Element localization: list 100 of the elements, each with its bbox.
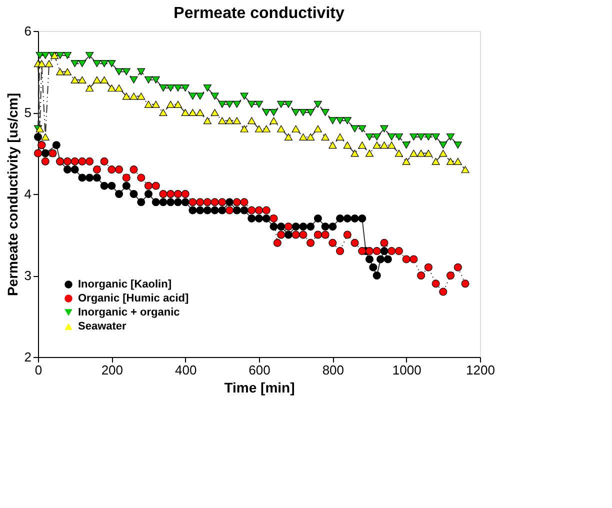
point bbox=[70, 60, 79, 68]
point bbox=[277, 100, 286, 108]
point bbox=[306, 222, 315, 231]
point bbox=[439, 142, 448, 149]
point bbox=[41, 52, 50, 59]
point bbox=[299, 222, 308, 231]
point bbox=[78, 174, 86, 182]
point bbox=[314, 100, 322, 108]
point bbox=[446, 133, 455, 140]
point bbox=[210, 206, 219, 214]
x-tick-label: 400 bbox=[174, 362, 197, 378]
point bbox=[56, 52, 64, 59]
point bbox=[388, 133, 396, 140]
legend-label: Inorganic [Kaolin] bbox=[78, 278, 172, 290]
point bbox=[380, 125, 388, 132]
point bbox=[137, 198, 146, 206]
point bbox=[454, 142, 462, 149]
point bbox=[181, 84, 190, 92]
point bbox=[218, 206, 226, 214]
point bbox=[218, 100, 226, 108]
point bbox=[365, 133, 374, 140]
point bbox=[203, 206, 212, 214]
point bbox=[86, 52, 94, 59]
point bbox=[152, 76, 160, 84]
point bbox=[70, 166, 79, 174]
point bbox=[240, 206, 248, 214]
x-tick-label: 800 bbox=[322, 362, 344, 378]
point bbox=[254, 214, 264, 222]
point bbox=[174, 198, 182, 206]
point bbox=[144, 76, 153, 84]
point bbox=[254, 100, 264, 108]
point bbox=[424, 133, 432, 140]
point bbox=[41, 149, 50, 158]
point bbox=[108, 182, 116, 190]
point bbox=[343, 214, 352, 222]
point bbox=[358, 214, 366, 222]
y-tick-label: 2 bbox=[24, 350, 32, 364]
x-tick-label: 200 bbox=[101, 362, 124, 378]
point bbox=[63, 52, 72, 59]
point bbox=[52, 141, 60, 150]
point bbox=[130, 76, 138, 84]
point bbox=[369, 263, 378, 272]
point bbox=[188, 92, 197, 100]
point bbox=[417, 133, 426, 140]
point bbox=[314, 214, 322, 222]
point bbox=[336, 117, 344, 124]
point bbox=[240, 92, 248, 100]
y-tick-label: 5 bbox=[24, 105, 32, 120]
point bbox=[100, 182, 108, 190]
y-tick-label: 4 bbox=[24, 186, 32, 202]
point bbox=[122, 182, 130, 190]
point bbox=[328, 117, 337, 124]
point bbox=[226, 198, 234, 206]
x-tick-label: 0 bbox=[34, 362, 42, 378]
point bbox=[248, 214, 256, 222]
point bbox=[174, 84, 182, 92]
point bbox=[226, 100, 234, 108]
point bbox=[63, 166, 72, 174]
point bbox=[78, 60, 86, 68]
point bbox=[270, 108, 278, 116]
legend-label: Inorganic + organic bbox=[78, 306, 180, 318]
point bbox=[203, 84, 212, 92]
point bbox=[380, 247, 388, 256]
point bbox=[196, 92, 204, 100]
point bbox=[262, 214, 270, 222]
point bbox=[336, 214, 344, 222]
point bbox=[196, 206, 204, 214]
point bbox=[277, 222, 286, 231]
point bbox=[284, 230, 292, 239]
point bbox=[365, 255, 374, 264]
point bbox=[166, 84, 175, 92]
point bbox=[321, 108, 330, 116]
point bbox=[350, 214, 359, 222]
legend-label: Seawater bbox=[78, 320, 128, 332]
point bbox=[402, 142, 410, 149]
point bbox=[181, 198, 190, 206]
point bbox=[394, 133, 403, 140]
point bbox=[410, 133, 418, 140]
point bbox=[270, 222, 278, 231]
x-tick-label: 600 bbox=[248, 362, 270, 378]
point bbox=[115, 68, 124, 76]
point bbox=[292, 222, 300, 231]
point bbox=[358, 125, 366, 132]
point bbox=[188, 206, 197, 214]
point bbox=[152, 198, 160, 206]
y-tick-label: 3 bbox=[24, 268, 32, 283]
x-tick-label: 1200 bbox=[466, 362, 495, 378]
point bbox=[100, 60, 108, 68]
point bbox=[210, 92, 219, 100]
point bbox=[376, 255, 385, 264]
point bbox=[92, 60, 101, 68]
point bbox=[34, 132, 42, 141]
point bbox=[159, 84, 168, 92]
point bbox=[432, 133, 440, 140]
point bbox=[137, 68, 146, 76]
point bbox=[144, 190, 153, 198]
point bbox=[284, 100, 292, 108]
point bbox=[166, 198, 175, 206]
y-axis-title: Permeate conductivity [us/cm] bbox=[4, 92, 20, 296]
point bbox=[299, 108, 308, 116]
